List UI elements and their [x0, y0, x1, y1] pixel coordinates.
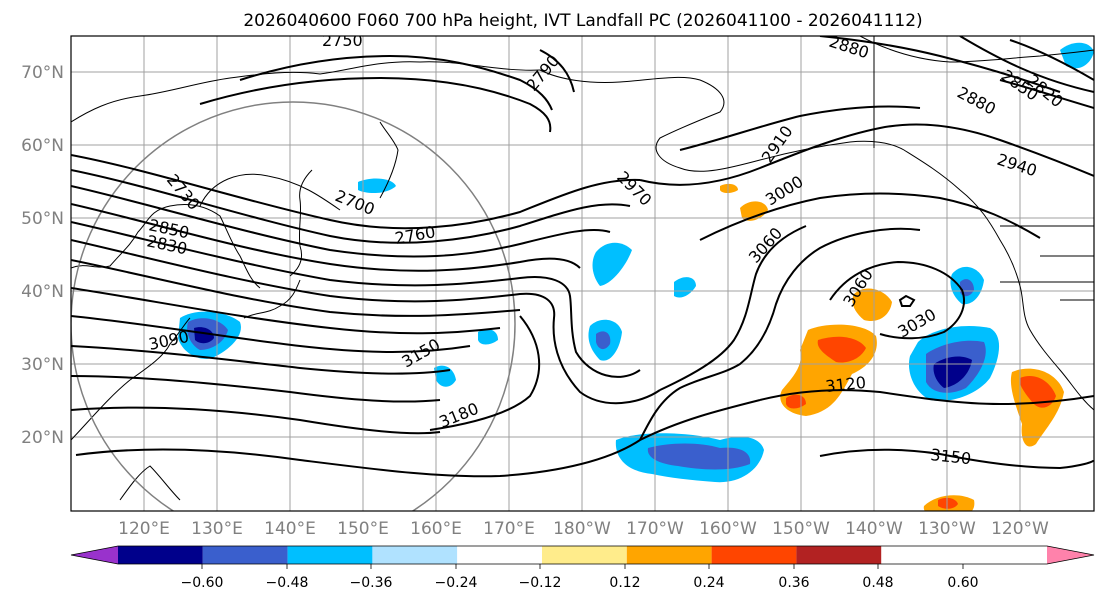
lat-label: 40°N	[21, 282, 64, 302]
colorbar-outline	[70, 545, 1095, 565]
colorbar-ticks	[201, 564, 964, 569]
coastlines	[71, 36, 1094, 501]
lon-label: 170°E	[483, 519, 535, 539]
height-contours	[71, 36, 1094, 478]
colorbar-segment	[542, 546, 627, 564]
lon-label: 160°E	[410, 519, 462, 539]
colorbar-tick-label: 0.36	[778, 575, 809, 591]
lon-label: 150°E	[337, 519, 389, 539]
colorbar-extend-high	[1047, 546, 1094, 564]
lon-label: 150°W	[772, 519, 830, 539]
ivt-shading	[178, 42, 1094, 511]
colorbar-extend-low	[71, 546, 118, 564]
colorbar-tick-label: −0.60	[181, 575, 224, 591]
contour-label: 3150	[930, 445, 972, 468]
range-circle	[71, 101, 516, 511]
colorbar-segment	[118, 546, 203, 564]
colorbar-segment	[796, 546, 882, 564]
colorbar-tick-label: −0.12	[519, 575, 562, 591]
map-panel: 2730 2750 2790 2880 2850 2820 2880 2910 …	[70, 31, 1095, 512]
colorbar-segment	[457, 546, 542, 564]
colorbar-tick-label: 0.24	[693, 575, 724, 591]
lon-label: 170°W	[626, 519, 684, 539]
colorbar-segment	[372, 546, 458, 564]
colorbar-tick-label: 0.60	[947, 575, 978, 591]
lat-label: 60°N	[21, 136, 64, 156]
lat-label: 70°N	[21, 63, 64, 83]
colorbar-segment	[711, 546, 797, 564]
colorbar-tick-label: 0.48	[862, 575, 893, 591]
colorbar-segment	[287, 546, 373, 564]
lat-label: 50°N	[21, 209, 64, 229]
colorbar: −0.60 −0.48 −0.36 −0.24 −0.12 0.12 0.24 …	[70, 545, 1095, 591]
longitude-labels: 120°E 130°E 140°E 150°E 160°E 170°E 180°…	[118, 519, 1049, 539]
lon-label: 120°W	[991, 519, 1049, 539]
lon-label: 140°E	[264, 519, 316, 539]
contour-label: 2750	[322, 31, 363, 50]
lon-label: 130°E	[191, 519, 243, 539]
lat-label: 30°N	[21, 355, 64, 375]
figure-title: 2026040600 F060 700 hPa height, IVT Land…	[243, 11, 922, 31]
lon-label: 160°W	[699, 519, 757, 539]
lon-label: 180°W	[553, 519, 611, 539]
colorbar-segment	[202, 546, 288, 564]
lon-label: 120°E	[118, 519, 170, 539]
colorbar-tick-label: −0.36	[350, 575, 393, 591]
colorbar-segment	[626, 546, 712, 564]
colorbar-tick-label: −0.48	[266, 575, 309, 591]
colorbar-tick-label: −0.24	[435, 575, 478, 591]
latitude-labels: 70°N 60°N 50°N 40°N 30°N 20°N	[21, 63, 64, 448]
lat-label: 20°N	[21, 428, 64, 448]
lon-label: 130°W	[918, 519, 976, 539]
contour-label: 3120	[824, 373, 866, 396]
colorbar-tick-label: 0.12	[609, 575, 640, 591]
map-frame	[70, 35, 1095, 512]
lon-label: 140°W	[845, 519, 903, 539]
